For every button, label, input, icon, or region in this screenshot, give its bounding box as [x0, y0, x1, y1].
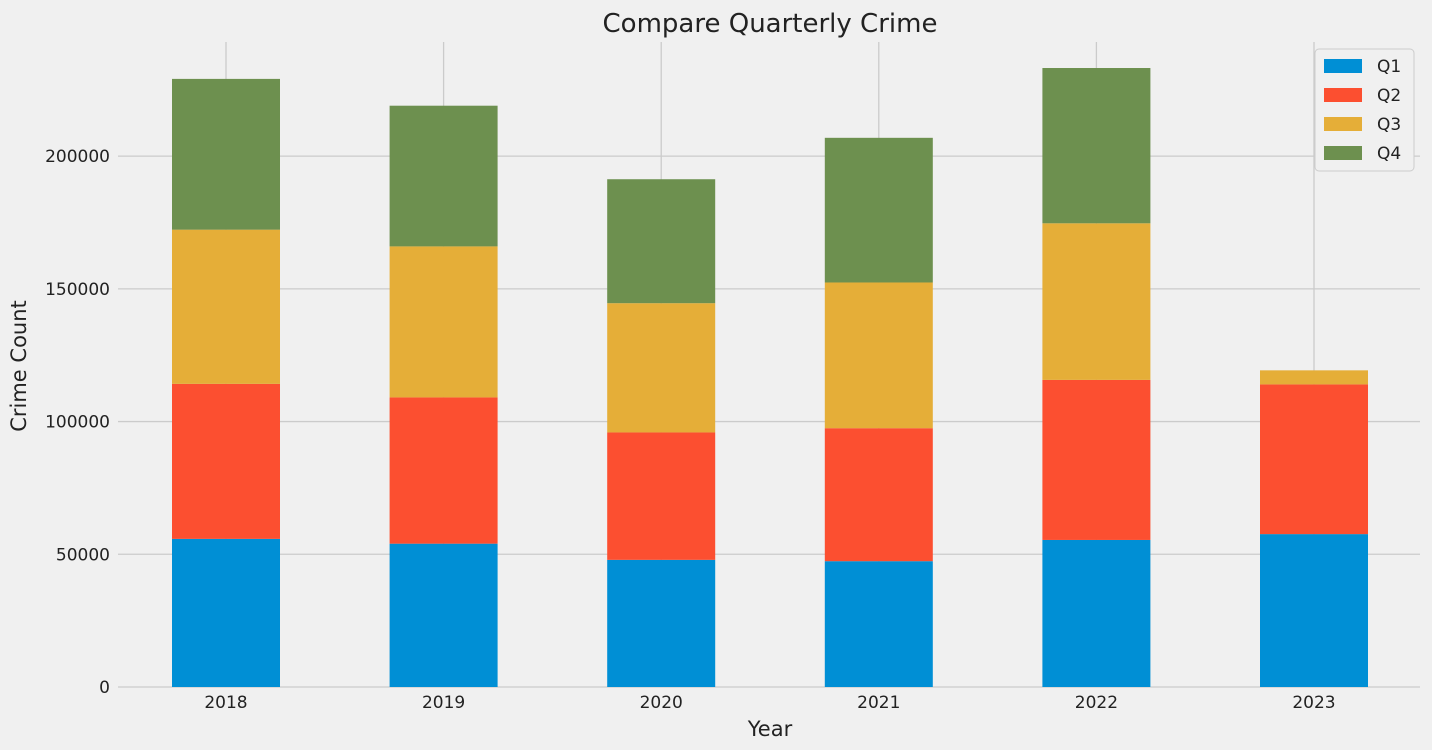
legend-swatch-q2	[1324, 88, 1362, 102]
bar-q3-2018	[172, 229, 280, 384]
bar-q3-2020	[607, 303, 716, 433]
y-axis-title: Crime Count	[7, 300, 31, 432]
bar-q1-2023	[1260, 534, 1368, 687]
y-tick-label: 150000	[45, 280, 110, 300]
legend-swatch-q3	[1324, 117, 1362, 131]
x-tick-label: 2023	[1292, 693, 1335, 713]
bar-q1-2018	[172, 538, 280, 687]
x-axis-title: Year	[747, 717, 793, 741]
legend-swatch-q4	[1324, 146, 1362, 160]
legend-label-q3: Q3	[1377, 115, 1401, 135]
bar-q4-2021	[824, 137, 933, 283]
bar-q3-2022	[1042, 223, 1151, 380]
bar-q4-2020	[607, 179, 716, 304]
legend-swatch-q1	[1324, 59, 1362, 73]
x-tick-label: 2020	[640, 693, 683, 713]
bar-q1-2019	[389, 543, 498, 687]
bar-q1-2020	[607, 559, 716, 687]
x-tick-label: 2022	[1075, 693, 1118, 713]
x-tick-labels: 2018 2019 2020 2021 2022 2023	[204, 693, 1335, 713]
legend-label-q1: Q1	[1377, 57, 1401, 77]
bar-q2-2023	[1260, 384, 1368, 535]
x-tick-label: 2021	[857, 693, 900, 713]
y-tick-label: 0	[99, 678, 110, 698]
legend-frame	[1314, 48, 1415, 172]
bar-q4-2019	[389, 105, 498, 247]
bar-q2-2020	[607, 432, 716, 560]
bar-q3-2021	[824, 282, 933, 429]
bar-q4-2022	[1042, 68, 1151, 224]
bar-q2-2021	[824, 428, 933, 562]
bar-q2-2018	[172, 383, 280, 539]
y-tick-labels: 0 50000 100000 150000 200000	[45, 147, 110, 698]
legend: Q1 Q2 Q3 Q4	[1314, 48, 1415, 172]
bars	[172, 68, 1368, 687]
y-tick-label: 200000	[45, 147, 110, 167]
x-tick-label: 2019	[422, 693, 465, 713]
bar-q2-2019	[389, 397, 498, 544]
y-tick-label: 100000	[45, 413, 110, 433]
chart-title: Compare Quarterly Crime	[603, 9, 938, 39]
bar-q2-2022	[1042, 379, 1151, 540]
bar-q3-2019	[389, 246, 498, 398]
bar-q1-2021	[824, 561, 933, 687]
legend-label-q4: Q4	[1377, 144, 1401, 164]
bar-q1-2022	[1042, 539, 1151, 687]
bar-q3-2023	[1260, 370, 1368, 385]
y-tick-label: 50000	[56, 545, 110, 565]
bar-q4-2018	[172, 78, 280, 230]
x-tick-label: 2018	[204, 693, 247, 713]
legend-label-q2: Q2	[1377, 86, 1401, 106]
